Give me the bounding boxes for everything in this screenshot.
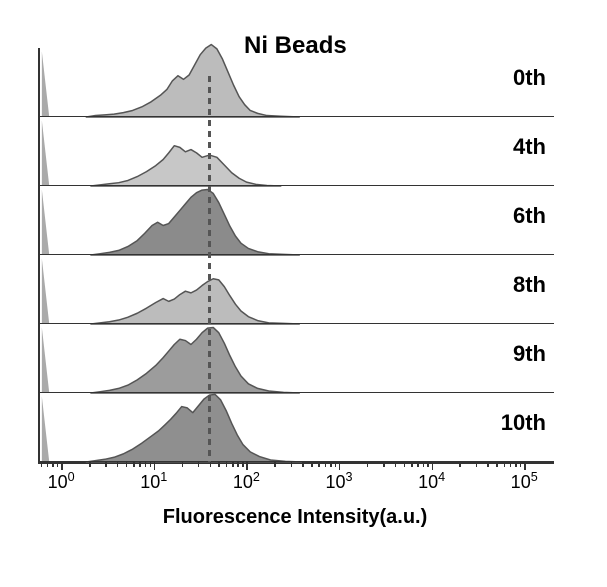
histogram-panel: 0th bbox=[40, 48, 554, 117]
histogram-panel-stack: 0th 4th 6th 8th 9th 10th bbox=[38, 48, 554, 464]
x-axis-ticks: 100101102103104105 bbox=[38, 462, 552, 470]
x-minor-tick bbox=[133, 462, 135, 467]
x-axis-title: Fluorescence Intensity(a.u.) bbox=[38, 506, 552, 529]
x-minor-tick bbox=[139, 462, 141, 467]
x-minor-tick bbox=[395, 462, 397, 467]
x-minor-tick bbox=[515, 462, 517, 467]
panel-label: 9th bbox=[513, 341, 546, 367]
x-minor-tick bbox=[218, 462, 220, 467]
histogram-panel: 4th bbox=[40, 117, 554, 186]
x-minor-tick bbox=[105, 462, 107, 467]
x-minor-tick bbox=[367, 462, 369, 467]
x-minor-tick bbox=[476, 462, 478, 467]
x-minor-tick bbox=[232, 462, 234, 467]
x-minor-tick bbox=[504, 462, 506, 467]
histogram-panel: 9th bbox=[40, 324, 554, 393]
x-minor-tick bbox=[52, 462, 54, 467]
x-major-tick bbox=[61, 462, 63, 470]
x-minor-tick bbox=[383, 462, 385, 467]
x-minor-tick bbox=[198, 462, 200, 467]
x-minor-tick bbox=[237, 462, 239, 467]
x-minor-tick bbox=[226, 462, 228, 467]
x-minor-tick bbox=[459, 462, 461, 467]
x-minor-tick bbox=[325, 462, 327, 467]
x-minor-tick bbox=[210, 462, 212, 467]
panel-label: 10th bbox=[501, 410, 546, 436]
x-minor-tick bbox=[41, 462, 43, 467]
panel-label: 6th bbox=[513, 203, 546, 229]
x-tick-label: 103 bbox=[325, 472, 352, 493]
x-minor-tick bbox=[417, 462, 419, 467]
histogram-panel: 10th bbox=[40, 393, 554, 462]
panel-label: 0th bbox=[513, 65, 546, 91]
x-minor-tick bbox=[182, 462, 184, 467]
x-tick-label: 102 bbox=[233, 472, 260, 493]
x-tick-label: 101 bbox=[140, 472, 167, 493]
x-minor-tick bbox=[145, 462, 147, 467]
x-major-tick bbox=[339, 462, 341, 470]
x-minor-tick bbox=[311, 462, 313, 467]
x-minor-tick bbox=[335, 462, 337, 467]
x-minor-tick bbox=[47, 462, 49, 467]
x-minor-tick bbox=[302, 462, 304, 467]
x-major-tick bbox=[524, 462, 526, 470]
x-minor-tick bbox=[487, 462, 489, 467]
x-minor-tick bbox=[423, 462, 425, 467]
x-minor-tick bbox=[117, 462, 119, 467]
x-major-tick bbox=[246, 462, 248, 470]
x-minor-tick bbox=[520, 462, 522, 467]
x-minor-tick bbox=[411, 462, 413, 467]
x-minor-tick bbox=[330, 462, 332, 467]
histogram-panel: 8th bbox=[40, 255, 554, 324]
x-minor-tick bbox=[318, 462, 320, 467]
x-tick-label: 105 bbox=[511, 472, 538, 493]
reference-dashed-line bbox=[208, 76, 211, 462]
x-major-tick bbox=[154, 462, 156, 470]
x-minor-tick bbox=[510, 462, 512, 467]
x-minor-tick bbox=[89, 462, 91, 467]
x-minor-tick bbox=[242, 462, 244, 467]
x-minor-tick bbox=[496, 462, 498, 467]
x-minor-tick bbox=[57, 462, 59, 467]
histogram-panel: 6th bbox=[40, 186, 554, 255]
panel-label: 8th bbox=[513, 272, 546, 298]
x-minor-tick bbox=[404, 462, 406, 467]
x-minor-tick bbox=[427, 462, 429, 467]
x-minor-tick bbox=[291, 462, 293, 467]
x-minor-tick bbox=[150, 462, 152, 467]
flow-cytometry-figure: Ni Beads 0th4th6th8th9th10th 10010110210… bbox=[0, 0, 607, 587]
x-tick-label: 100 bbox=[48, 472, 75, 493]
x-minor-tick bbox=[126, 462, 128, 467]
panel-label: 4th bbox=[513, 134, 546, 160]
x-major-tick bbox=[432, 462, 434, 470]
x-minor-tick bbox=[274, 462, 276, 467]
x-tick-label: 104 bbox=[418, 472, 445, 493]
